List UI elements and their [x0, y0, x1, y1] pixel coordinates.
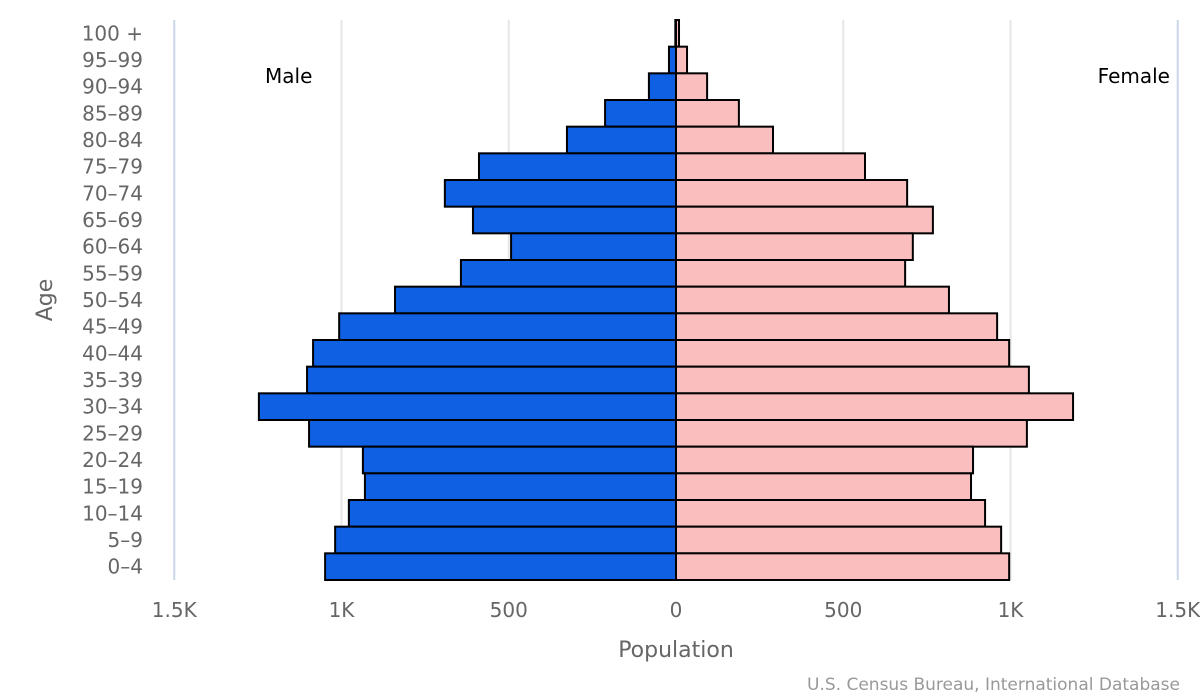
- y-tick-label: 45–49: [82, 315, 143, 339]
- male-bar[interactable]: [647, 72, 678, 102]
- credit-text[interactable]: U.S. Census Bureau, International Databa…: [807, 675, 1180, 695]
- x-axis-title: Population: [618, 638, 734, 663]
- y-tick-label: 90–94: [82, 75, 143, 99]
- female-bar[interactable]: [675, 259, 907, 288]
- female-bar[interactable]: [675, 72, 709, 102]
- male-series-label: Male: [265, 64, 312, 88]
- female-bar[interactable]: [675, 525, 1003, 555]
- y-tick-label: 40–44: [82, 341, 143, 365]
- y-tick-label: 55–59: [82, 261, 143, 285]
- female-series-label: Female: [1098, 64, 1170, 88]
- y-tick-label: 5–9: [108, 528, 143, 552]
- female-bar[interactable]: [675, 205, 934, 235]
- female-bar[interactable]: [675, 552, 1011, 581]
- female-bar[interactable]: [675, 312, 999, 342]
- y-tick-label: 25–29: [82, 421, 143, 445]
- female-bar[interactable]: [675, 445, 975, 475]
- x-tick-label: 1.5K: [1155, 598, 1200, 622]
- y-tick-label: 95–99: [82, 48, 143, 72]
- male-bar[interactable]: [308, 419, 677, 448]
- y-tick-label: 60–64: [82, 235, 143, 259]
- x-axis-tick-labels: 1.5K 1K 500 0 500 1K 1.5K: [152, 598, 1200, 622]
- x-tick-label: 1K: [998, 598, 1025, 622]
- y-tick-label: 15–19: [82, 475, 143, 499]
- x-tick-label: 0: [670, 598, 683, 622]
- y-tick-label: 80–84: [82, 128, 143, 152]
- female-bar[interactable]: [675, 45, 689, 75]
- y-tick-label: 70–74: [82, 181, 143, 205]
- male-bar[interactable]: [312, 339, 677, 368]
- male-bar[interactable]: [338, 312, 677, 342]
- male-bar[interactable]: [334, 525, 677, 555]
- male-bar[interactable]: [347, 499, 677, 528]
- y-tick-label: 0–4: [108, 555, 143, 579]
- male-bar[interactable]: [324, 552, 677, 581]
- y-tick-label: 20–24: [82, 448, 143, 472]
- male-bar[interactable]: [510, 232, 677, 261]
- female-bar[interactable]: [675, 152, 866, 181]
- male-bar[interactable]: [394, 285, 677, 315]
- male-bar[interactable]: [565, 125, 677, 155]
- male-bar[interactable]: [604, 99, 677, 128]
- bars: [257, 19, 1075, 581]
- female-bar[interactable]: [675, 232, 914, 261]
- y-axis-title: Age: [33, 279, 58, 322]
- x-tick-label: 500: [490, 598, 528, 622]
- y-tick-label: 10–14: [82, 501, 143, 525]
- female-bar[interactable]: [675, 179, 909, 208]
- female-bar[interactable]: [675, 419, 1028, 448]
- y-tick-label: 85–89: [82, 101, 143, 125]
- y-tick-label: 35–39: [82, 368, 143, 392]
- male-bar[interactable]: [471, 205, 677, 235]
- female-bar[interactable]: [675, 365, 1030, 395]
- male-bar[interactable]: [361, 445, 677, 475]
- male-bar[interactable]: [443, 179, 677, 208]
- male-bar[interactable]: [257, 392, 677, 422]
- female-bar[interactable]: [675, 339, 1011, 368]
- male-bar[interactable]: [477, 152, 677, 181]
- x-tick-label: 500: [824, 598, 862, 622]
- female-bar[interactable]: [675, 99, 740, 128]
- female-bar[interactable]: [675, 499, 987, 528]
- female-bar[interactable]: [675, 125, 775, 155]
- y-tick-label: 65–69: [82, 208, 143, 232]
- x-tick-label: 1K: [329, 598, 356, 622]
- male-bar[interactable]: [667, 45, 678, 75]
- female-bar[interactable]: [675, 392, 1075, 422]
- female-bar[interactable]: [675, 472, 973, 502]
- y-tick-label: 50–54: [82, 288, 143, 312]
- female-bar[interactable]: [675, 19, 681, 48]
- y-tick-label: 100 +: [82, 21, 143, 45]
- male-bar[interactable]: [363, 472, 677, 502]
- male-bar[interactable]: [306, 365, 677, 395]
- female-bar[interactable]: [675, 285, 950, 315]
- male-bar[interactable]: [459, 259, 677, 288]
- y-tick-label: 75–79: [82, 155, 143, 179]
- y-tick-label: 30–34: [82, 395, 143, 419]
- x-tick-label: 1.5K: [152, 598, 198, 622]
